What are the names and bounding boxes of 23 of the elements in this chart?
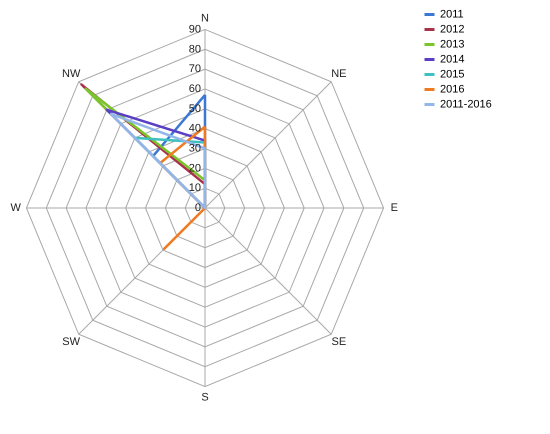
- spoke-label: SW: [62, 336, 81, 348]
- spoke-label: NW: [62, 68, 81, 80]
- legend-label: 2012: [440, 24, 464, 36]
- spoke-label: W: [10, 202, 22, 214]
- spoke-label: S: [201, 391, 209, 404]
- y-tick-label: 70: [188, 63, 201, 76]
- spoke-label: NE: [331, 68, 346, 80]
- spoke-label: E: [390, 202, 398, 214]
- legend-label: 2011-2016: [440, 98, 492, 110]
- y-tick-label: 40: [188, 122, 201, 135]
- legend-label: 2011: [440, 8, 464, 20]
- y-tick-label: 80: [188, 43, 201, 56]
- y-tick-label: 10: [188, 182, 201, 194]
- spoke-label: N: [201, 12, 210, 25]
- legend-label: 2015: [440, 68, 464, 80]
- spoke-label: SE: [332, 336, 346, 348]
- legend-label: 2014: [440, 54, 464, 66]
- y-tick-label: 60: [188, 82, 201, 95]
- y-tick-label: 0: [194, 202, 201, 214]
- legend-label: 2016: [440, 84, 464, 96]
- y-tick-label: 30: [188, 142, 201, 154]
- legend-label: 2013: [440, 38, 464, 50]
- y-tick-label: 90: [188, 23, 201, 36]
